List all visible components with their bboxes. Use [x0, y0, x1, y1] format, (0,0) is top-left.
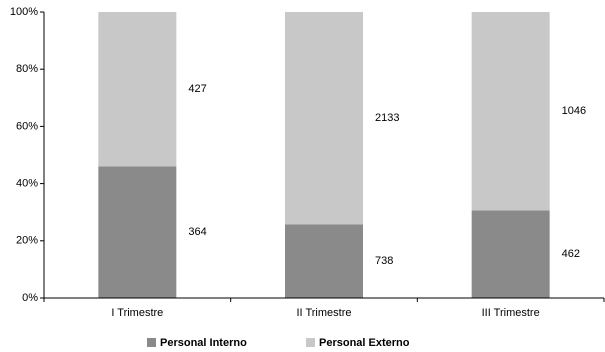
y-tick-label: 0%	[22, 292, 38, 304]
y-tick-label: 40%	[16, 178, 38, 190]
legend-swatch	[306, 338, 315, 347]
y-tick-label: 100%	[10, 6, 38, 18]
x-tick-label: III Trimestre	[482, 307, 540, 319]
data-label: 364	[188, 226, 206, 238]
y-tick-label: 20%	[16, 235, 38, 247]
bar-segment	[285, 224, 363, 298]
bar-segment	[471, 210, 550, 298]
data-label: 738	[375, 255, 393, 267]
legend-label: Personal Externo	[319, 337, 410, 349]
data-label: 462	[562, 248, 580, 260]
bar-segment	[471, 12, 550, 211]
bar-segment	[285, 12, 363, 225]
bar-segment	[98, 166, 177, 298]
data-label: 2133	[375, 112, 399, 124]
data-label: 427	[188, 83, 206, 95]
x-tick-label: II Trimestre	[296, 307, 351, 319]
data-label: 1046	[562, 105, 586, 117]
legend-label: Personal Interno	[160, 337, 247, 349]
legend-swatch	[147, 338, 156, 347]
x-tick-label: I Trimestre	[111, 307, 163, 319]
bar-segment	[98, 12, 177, 167]
y-tick-label: 60%	[16, 120, 38, 132]
y-tick-label: 80%	[16, 63, 38, 75]
